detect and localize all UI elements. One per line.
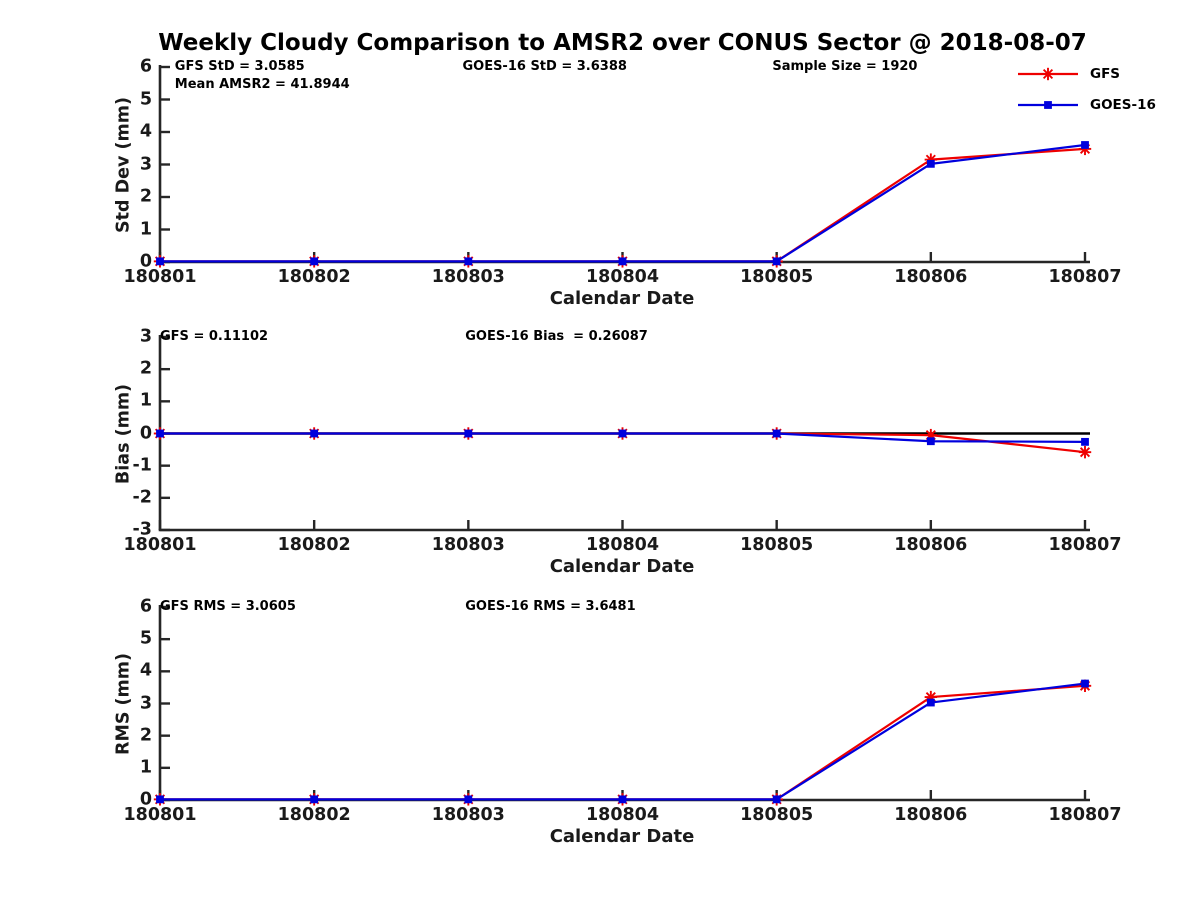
y-tick-label: 3 — [139, 153, 152, 174]
y-tick-label: 2 — [139, 186, 152, 207]
x-tick-label: 180802 — [277, 267, 351, 287]
y-tick-label: 4 — [139, 121, 152, 142]
x-tick-label: 180805 — [740, 535, 814, 555]
x-tick-label: 180805 — [740, 805, 814, 825]
y-tick-label: -1 — [132, 454, 152, 475]
y-tick-label: 0 — [139, 251, 152, 272]
x-tick-label: 180804 — [585, 267, 660, 287]
y-axis-title: Bias (mm) — [113, 383, 134, 484]
stat-annotation: GFS RMS = 3.0605 — [160, 599, 296, 614]
chart-title: Weekly Cloudy Comparison to AMSR2 over C… — [158, 30, 1087, 56]
y-tick-label: 4 — [139, 660, 152, 681]
y-tick-label: 5 — [139, 88, 152, 109]
x-tick-label: 180805 — [740, 267, 814, 287]
stat-annotation: GOES-16 StD = 3.6388 — [462, 59, 627, 74]
y-tick-label: 1 — [139, 757, 152, 778]
y-axis-title: Std Dev (mm) — [113, 96, 134, 233]
y-tick-label: 1 — [139, 390, 152, 411]
goes16-line-square-icon — [1018, 101, 1078, 109]
x-tick-label: 180802 — [277, 535, 351, 555]
y-tick-label: 0 — [139, 422, 152, 443]
x-tick-label: 180801 — [123, 805, 197, 825]
x-axis-title: Calendar Date — [549, 288, 695, 309]
stat-annotation: Mean AMSR2 = 41.8944 — [174, 77, 350, 92]
stat-annotation: GFS StD = 3.0585 — [174, 59, 305, 74]
y-tick-label: -3 — [132, 519, 152, 540]
stat-annotation: GOES-16 RMS = 3.6481 — [465, 599, 636, 614]
y-tick-label: 3 — [139, 692, 152, 713]
legend: GFS GOES-16 — [1016, 66, 1156, 128]
legend-label: GOES-16 — [1090, 97, 1156, 113]
x-tick-label: 180804 — [585, 535, 660, 555]
x-tick-label: 180806 — [894, 805, 968, 825]
x-tick-label: 180801 — [123, 267, 197, 287]
x-axis-title: Calendar Date — [549, 826, 695, 847]
gfs-line-asterisk-icon — [1018, 67, 1078, 81]
y-tick-label: 2 — [139, 724, 152, 745]
x-tick-label: 180804 — [585, 805, 660, 825]
x-tick-label: 180807 — [1048, 805, 1122, 825]
y-axis-title: RMS (mm) — [113, 652, 134, 755]
stat-annotation: Sample Size = 1920 — [772, 59, 918, 74]
y-tick-label: 6 — [139, 596, 152, 617]
y-tick-label: 2 — [139, 358, 152, 379]
y-tick-label: 3 — [139, 326, 152, 347]
legend-label: GFS — [1090, 66, 1121, 82]
y-tick-label: 6 — [139, 56, 152, 77]
stat-annotation: GFS = 0.11102 — [160, 329, 269, 344]
x-tick-label: 180803 — [431, 267, 505, 287]
x-tick-label: 180801 — [123, 535, 197, 555]
x-tick-label: 180806 — [894, 535, 968, 555]
legend-item-goes16: GOES-16 — [1016, 97, 1156, 113]
x-tick-label: 180803 — [431, 535, 505, 555]
stat-annotation: GOES-16 Bias = 0.26087 — [465, 329, 648, 344]
y-tick-label: 5 — [139, 628, 152, 649]
y-tick-label: 0 — [139, 789, 152, 810]
x-tick-label: 180802 — [277, 805, 351, 825]
x-tick-label: 180806 — [894, 267, 968, 287]
y-tick-label: -2 — [132, 487, 152, 508]
legend-item-gfs: GFS — [1016, 66, 1156, 82]
y-tick-label: 1 — [139, 218, 152, 239]
x-tick-label: 180807 — [1048, 267, 1122, 287]
x-tick-label: 180803 — [431, 805, 505, 825]
x-tick-label: 180807 — [1048, 535, 1122, 555]
x-axis-title: Calendar Date — [549, 556, 695, 577]
